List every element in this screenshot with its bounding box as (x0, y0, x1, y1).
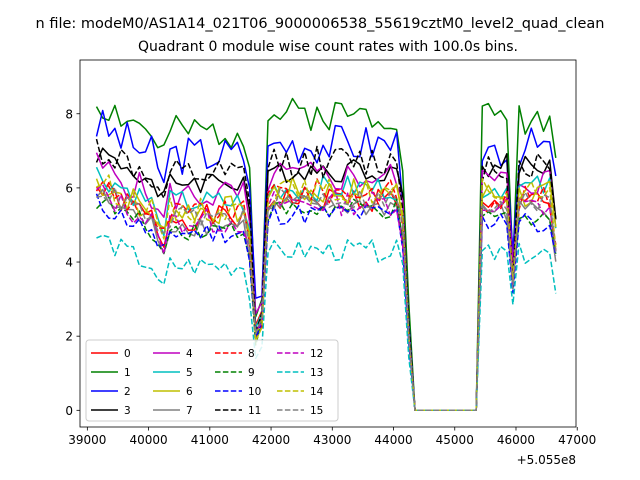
x-tick-label: 46000 (497, 433, 535, 447)
legend-label-4: 4 (186, 348, 193, 360)
axes-frame (79, 59, 577, 428)
x-tick-label: 45000 (436, 433, 474, 447)
legend-label-12: 12 (310, 348, 323, 360)
y-tick-label: 6 (65, 181, 73, 195)
legend-label-7: 7 (186, 405, 193, 417)
series-line-15 (96, 186, 557, 412)
legend-label-3: 3 (124, 405, 131, 417)
figure-suptitle: n file: modeM0/AS1A14_021T06_9000006538_… (36, 16, 605, 32)
legend-label-15: 15 (310, 405, 323, 417)
legend-label-8: 8 (248, 348, 255, 360)
legend-label-0: 0 (124, 348, 131, 360)
axes-layer: 39000 40000 41000 42000 43000 44000 45000 46000… (65, 59, 596, 447)
y-tick-label: 8 (65, 107, 73, 121)
x-tick-label: 42000 (252, 433, 290, 447)
y-tick-label: 4 (65, 256, 73, 270)
chart-title: Quadrant 0 module wise count rates with … (138, 39, 518, 55)
legend-label-1: 1 (124, 367, 131, 379)
x-tick-label: 43000 (313, 433, 351, 447)
x-tick-label: 47000 (558, 433, 596, 447)
legend-label-2: 2 (124, 386, 131, 398)
legend-label-13: 13 (310, 367, 323, 379)
x-tick-label: 40000 (129, 433, 167, 447)
y-tick-label: 2 (65, 330, 73, 344)
legend-label-11: 11 (248, 405, 261, 417)
x-tick-label: 44000 (374, 433, 412, 447)
series-line-13 (96, 234, 557, 412)
series-layer (95, 97, 557, 412)
legend-label-6: 6 (186, 386, 193, 398)
legend-label-14: 14 (310, 386, 324, 398)
legend-label-9: 9 (248, 367, 255, 379)
y-tick-label: 0 (65, 404, 73, 418)
legend-box (85, 339, 339, 422)
series-line-14 (96, 174, 557, 412)
x-tick-label: 39000 (68, 433, 106, 447)
x-tick-label: 41000 (191, 433, 229, 447)
legend-label-5: 5 (186, 367, 193, 379)
x-axis-offset-label: +5.055e8 (517, 453, 576, 467)
legend-label-10: 10 (248, 386, 261, 398)
